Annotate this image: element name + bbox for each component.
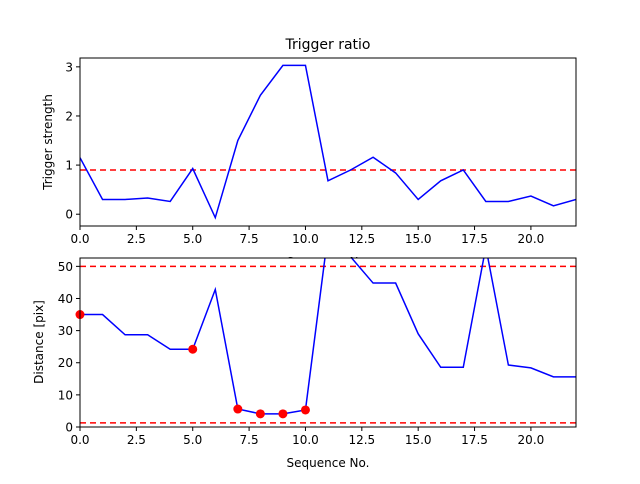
x-tick-label: 15.0	[405, 433, 432, 447]
x-tick-label: 5.0	[183, 232, 202, 246]
top-axes: Sequence No.0.02.55.07.510.012.515.017.5…	[65, 57, 577, 269]
x-tick-label: 17.5	[461, 232, 488, 246]
y-tick-label: 0	[65, 421, 73, 435]
y-tick-label: 10	[58, 388, 73, 402]
data-marker	[255, 409, 265, 419]
x-tick-label: 20.0	[518, 433, 545, 447]
plot-area	[80, 258, 576, 427]
data-marker	[233, 404, 243, 414]
x-tick-label: 15.0	[405, 232, 432, 246]
x-tick-label: 2.5	[127, 232, 146, 246]
series-line-distance	[80, 258, 576, 415]
x-tick-label: 2.5	[127, 433, 146, 447]
y-tick-label: 40	[58, 292, 73, 306]
axes-frame	[79, 257, 577, 428]
axes-frame	[79, 57, 577, 227]
series-line-trigger-strength	[80, 64, 576, 220]
x-tick-label: 20.0	[518, 232, 545, 246]
x-tick-label: 12.5	[348, 433, 375, 447]
y-tick-label: 20	[58, 356, 73, 370]
x-tick-label: 5.0	[183, 433, 202, 447]
x-tick-label: 17.5	[461, 433, 488, 447]
y-tick-label: 1	[65, 159, 73, 173]
y-tick-label: 2	[65, 109, 73, 123]
x-tick-label: 10.0	[292, 232, 319, 246]
y-tick-label: 0	[65, 208, 73, 222]
x-tick-label: 7.5	[240, 433, 259, 447]
top-chart-title: Trigger ratio	[284, 37, 370, 53]
top-y-label: Trigger strength	[41, 94, 55, 191]
data-marker	[188, 344, 198, 354]
bottom-axes: 0.0 2.5 5.0 7.5 10.0 12.5 15.0 17.5 20.0 0 10 20 30 4…	[58, 257, 577, 447]
x-tick-label: 0.0	[70, 433, 89, 447]
x-tick-label: 7.5	[240, 232, 259, 246]
y-tick-label: 50	[58, 260, 73, 274]
data-marker	[278, 409, 288, 419]
x-tick-label: 10.0	[292, 433, 319, 447]
plot-area	[80, 58, 576, 226]
x-tick-label: 12.5	[348, 232, 375, 246]
data-marker	[300, 405, 310, 415]
x-tick-label: 0.0	[70, 232, 89, 246]
y-tick-label: 30	[58, 324, 73, 338]
bottom-y-label: Distance [pix]	[32, 300, 46, 384]
bottom-x-label: Sequence No.	[287, 456, 370, 470]
y-tick-label: 3	[65, 60, 73, 74]
